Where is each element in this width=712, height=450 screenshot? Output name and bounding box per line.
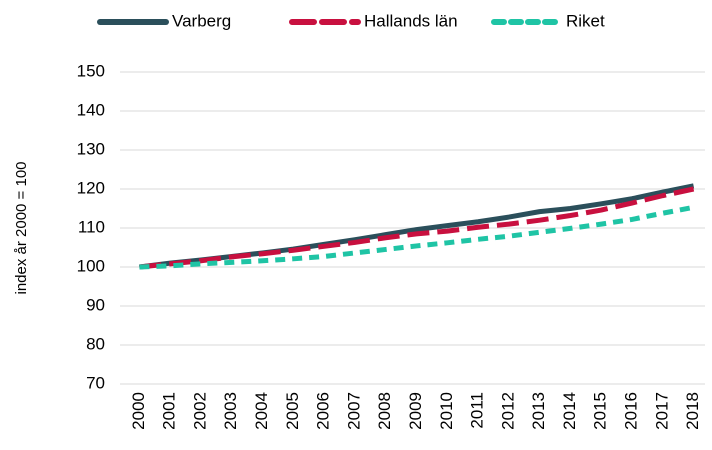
y-tick-label: 140 (77, 100, 105, 119)
x-tick-label: 2017 (652, 392, 671, 430)
legend-label: Hallands län (364, 11, 458, 30)
x-tick-label: 2016 (622, 392, 641, 430)
series-line (139, 183, 695, 270)
x-tick-label: 2008 (375, 392, 394, 430)
legend-label: Varberg (172, 11, 231, 30)
y-tick-label: 130 (77, 139, 105, 158)
x-tick-label: 2018 (683, 392, 702, 430)
x-tick-label: 2010 (437, 392, 456, 430)
x-tick-label: 2004 (252, 392, 271, 430)
x-tick-label: 2014 (560, 392, 579, 430)
x-tick-label: 2005 (283, 392, 302, 430)
x-tick-label: 2013 (529, 392, 548, 430)
y-axis-title: index år 2000 = 100 (13, 161, 30, 294)
series-line (139, 186, 695, 270)
y-tick-label: 150 (77, 61, 105, 80)
y-tick-label: 120 (77, 178, 105, 197)
x-tick-label: 2002 (190, 392, 209, 430)
y-tick-label: 100 (77, 256, 105, 275)
x-tick-label: 2003 (221, 392, 240, 430)
x-tick-label: 2011 (468, 392, 487, 429)
y-tick-label: 110 (78, 217, 105, 236)
x-tick-label: 2009 (406, 392, 425, 430)
x-tick-label: 2012 (498, 392, 517, 430)
x-tick-label: 2006 (314, 392, 333, 430)
y-tick-label: 70 (86, 373, 105, 392)
x-tick-label: 2000 (129, 392, 148, 430)
legend-label: Riket (566, 11, 605, 30)
y-tick-label: 80 (86, 334, 105, 353)
y-tick-label: 90 (86, 295, 105, 314)
x-tick-label: 2001 (160, 392, 179, 430)
series-line (139, 204, 695, 270)
x-tick-label: 2007 (344, 392, 363, 430)
x-tick-label: 2015 (591, 392, 610, 430)
